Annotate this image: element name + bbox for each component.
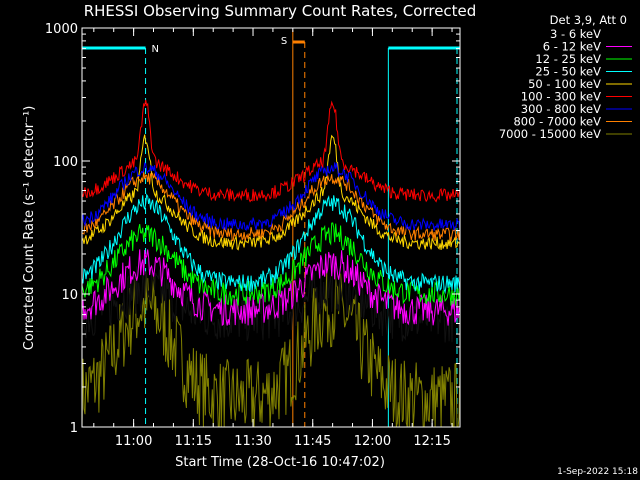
x-tick-label: 12:00	[354, 434, 391, 449]
series-line-1	[81, 249, 461, 327]
series-line-7	[81, 171, 461, 242]
legend-label: 3 - 6 keV	[550, 27, 601, 41]
chart-title: RHESSI Observing Summary Count Rates, Co…	[84, 2, 477, 20]
series-layer	[81, 99, 461, 428]
series-line-5	[81, 99, 461, 203]
legend-label: 50 - 100 keV	[528, 77, 601, 91]
legend-label: 100 - 300 keV	[521, 90, 601, 104]
x-axis: 11:00 11:15 11:30 11:45 12:00 12:15	[93, 28, 453, 449]
y-tick-label: 10	[61, 288, 78, 303]
x-tick-label: 11:00	[115, 434, 152, 449]
y-tick-label: 100	[53, 155, 78, 170]
y-tick-label: 1000	[45, 22, 78, 37]
legend-label: 300 - 800 keV	[521, 102, 601, 116]
legend-label: 800 - 7000 keV	[513, 115, 601, 129]
x-axis-label: Start Time (28-Oct-16 10:47:02)	[175, 455, 385, 470]
x-tick-label: 12:15	[413, 434, 450, 449]
x-tick-label: 11:15	[175, 434, 212, 449]
legend-header: Det 3,9, Att 0	[550, 13, 627, 27]
night-label: N	[152, 44, 159, 55]
saa-label: S	[281, 36, 287, 47]
y-axis-label: Corrected Count Rate (s⁻¹ detector⁻¹)	[22, 106, 37, 351]
series-line-4	[81, 134, 461, 251]
series-line-0	[81, 266, 461, 343]
series-line-8	[81, 269, 461, 428]
x-tick-label: 11:45	[294, 434, 331, 449]
legend-label: 7000 - 15000 keV	[499, 127, 601, 141]
y-tick-label: 1	[70, 421, 78, 436]
series-line-3	[81, 193, 461, 295]
x-tick-label: 11:30	[234, 434, 271, 449]
footer-date: 1-Sep-2022 15:18	[557, 467, 638, 477]
legend-label: 25 - 50 keV	[535, 65, 601, 79]
legend-label: 12 - 25 keV	[535, 52, 601, 66]
y-axis: 1 10 100 1000	[45, 22, 460, 436]
series-line-6	[81, 162, 461, 232]
plot-frame	[81, 27, 461, 428]
legend-label: 6 - 12 keV	[543, 40, 601, 54]
